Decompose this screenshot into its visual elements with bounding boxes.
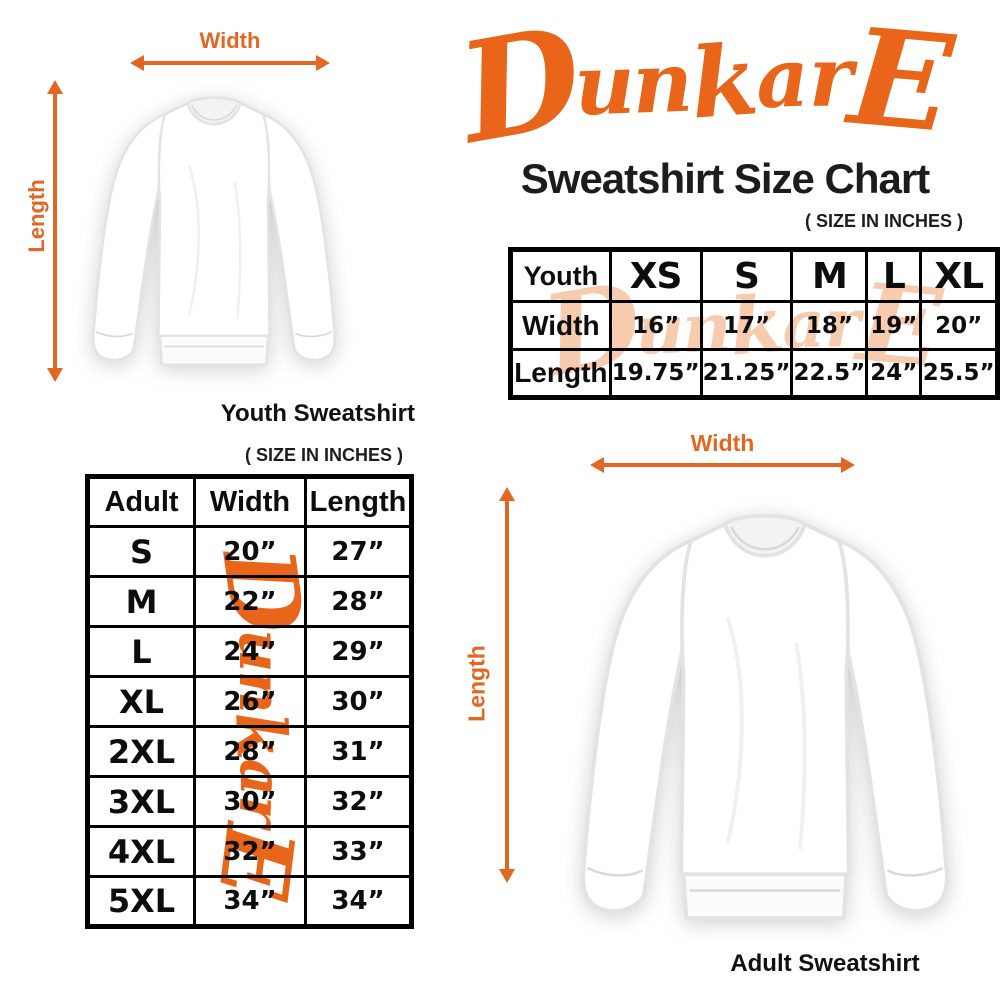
adult-width-cell: 22” <box>193 575 307 628</box>
adult-size-cell: XL <box>86 675 196 728</box>
youth-row-label: Length <box>509 348 612 399</box>
adult-size-cell: 2XL <box>86 725 196 778</box>
youth-width-value: 16” <box>608 300 703 351</box>
adult-size-cell: 5XL <box>86 875 196 928</box>
adult-size-row: 5XL 34” 34” <box>86 875 413 928</box>
adult-size-cell: M <box>86 575 196 628</box>
adult-sweatshirt-image <box>515 468 1000 968</box>
youth-caption: Youth Sweatshirt <box>220 400 415 427</box>
adult-table-header-row: Adult Width Length <box>86 475 413 528</box>
adult-length-cell: 31” <box>304 725 413 778</box>
youth-length-value: 22.5” <box>790 348 869 399</box>
youth-length-value: 25.5” <box>919 348 999 399</box>
adult-length-cell: 27” <box>304 525 413 578</box>
adult-width-cell: 32” <box>193 825 307 878</box>
youth-size-header: XS <box>608 248 703 303</box>
adult-width-arrow-icon <box>590 457 855 473</box>
youth-width-arrow-icon <box>130 55 330 71</box>
youth-sweatshirt-image <box>91 96 337 367</box>
youth-length-value: 21.25” <box>699 348 794 399</box>
adult-length-cell: 33” <box>304 825 413 878</box>
page-title: Sweatshirt Size Chart <box>520 155 930 202</box>
adult-size-cell: S <box>86 525 196 578</box>
adult-size-row: M 22” 28” <box>86 575 413 628</box>
youth-width-row: Width 16” 17” 18” 19” 20” <box>509 300 999 351</box>
adult-size-cell: 3XL <box>86 775 196 828</box>
youth-size-header: L <box>865 248 923 303</box>
youth-length-value: 19.75” <box>608 348 703 399</box>
adult-width-header: Width <box>193 475 307 528</box>
adult-width-cell: 26” <box>193 675 307 728</box>
youth-width-value: 18” <box>790 300 869 351</box>
adult-size-cell: L <box>86 625 196 678</box>
adult-size-row: 4XL 32” 33” <box>86 825 413 878</box>
adult-length-cell: 28” <box>304 575 413 628</box>
adult-size-row: 2XL 28” 31” <box>86 725 413 778</box>
youth-size-header: S <box>699 248 794 303</box>
adult-length-cell: 29” <box>304 625 413 678</box>
adult-size-row: L 24” 29” <box>86 625 413 678</box>
adult-length-label: Length <box>463 645 490 722</box>
adult-size-table: Adult Width Length S 20” 27” M 22” 28” L… <box>85 474 414 929</box>
youth-width-label: Width <box>199 28 261 53</box>
adult-width-cell: 24” <box>193 625 307 678</box>
youth-size-header: XL <box>919 248 999 303</box>
youth-table-header-row: Youth XS S M L XL <box>509 248 999 303</box>
adult-width-label: Width <box>690 430 755 456</box>
adult-width-cell: 34” <box>193 875 307 928</box>
youth-width-value: 19” <box>865 300 923 351</box>
adult-width-cell: 30” <box>193 775 307 828</box>
adult-length-arrow-icon <box>499 487 515 883</box>
adult-size-row: 3XL 30” 32” <box>86 775 413 828</box>
size-units-note: ( SIZE IN INCHES ) <box>804 211 963 231</box>
adult-length-header: Length <box>304 475 413 528</box>
youth-width-value: 17” <box>699 300 794 351</box>
adult-width-cell: 20” <box>193 525 307 578</box>
adult-size-row: S 20” 27” <box>86 525 413 578</box>
youth-size-table: Youth XS S M L XL Width 16” 17” 18” 19” … <box>508 247 1000 400</box>
youth-row-label: Width <box>509 300 612 351</box>
youth-width-value: 20” <box>919 300 999 351</box>
adult-width-cell: 28” <box>193 725 307 778</box>
adult-length-cell: 34” <box>304 875 413 928</box>
youth-length-row: Length 19.75” 21.25” 22.5” 24” 25.5” <box>509 348 999 399</box>
adult-caption: Adult Sweatshirt <box>730 950 920 977</box>
youth-length-arrow-icon <box>47 80 63 382</box>
youth-length-value: 24” <box>865 348 923 399</box>
adult-size-row: XL 26” 30” <box>86 675 413 728</box>
adult-length-cell: 32” <box>304 775 413 828</box>
adult-size-cell: 4XL <box>86 825 196 878</box>
adult-table-corner-cell: Adult <box>86 475 196 528</box>
youth-size-header: M <box>790 248 869 303</box>
adult-size-units-note: ( SIZE IN INCHES ) <box>244 445 403 465</box>
youth-length-label: Length <box>24 179 49 253</box>
youth-table-corner-cell: Youth <box>509 248 612 303</box>
adult-length-cell: 30” <box>304 675 413 728</box>
